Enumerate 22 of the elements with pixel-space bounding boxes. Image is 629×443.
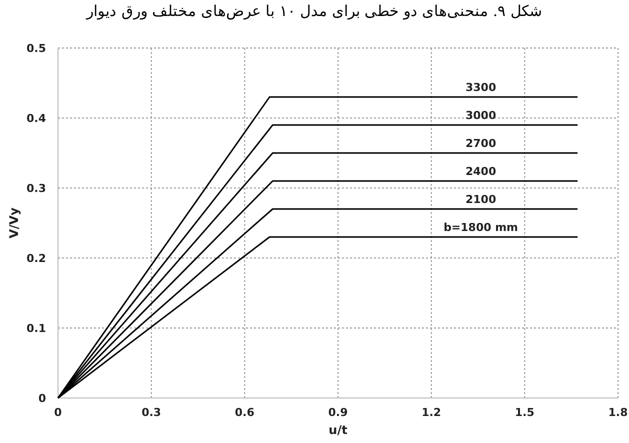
y-tick-label: 0.4 <box>26 112 46 125</box>
series-label: 3000 <box>465 109 496 122</box>
x-tick-label: 0.3 <box>142 406 162 419</box>
y-tick-label: 0.3 <box>26 182 46 195</box>
series-label: 2400 <box>465 165 496 178</box>
x-tick-label: 0.9 <box>328 406 348 419</box>
x-tick-label: 1.5 <box>514 406 534 419</box>
x-tick-label: 0.6 <box>234 406 255 419</box>
chart-title: شکل ۹. منحنی‌های دو خطی برای مدل ۱۰ با عرض‌های مختلف ورق دیوار <box>84 2 544 20</box>
x-tick-label: 0 <box>54 406 62 419</box>
series-label: b=1800 mm <box>444 221 518 234</box>
x-axis-title: u/t <box>328 423 348 437</box>
y-tick-label: 0 <box>38 392 46 405</box>
x-tick-label: 1.2 <box>422 406 442 419</box>
y-tick-label: 0.5 <box>26 42 46 55</box>
series-label: 2700 <box>465 137 496 150</box>
series-label: 2100 <box>465 193 496 206</box>
x-tick-label: 1.8 <box>608 406 628 419</box>
y-axis-title: V/Vy <box>7 207 21 238</box>
series-label: 3300 <box>465 81 496 94</box>
y-tick-label: 0.2 <box>26 252 46 265</box>
y-tick-label: 0.1 <box>26 322 46 335</box>
